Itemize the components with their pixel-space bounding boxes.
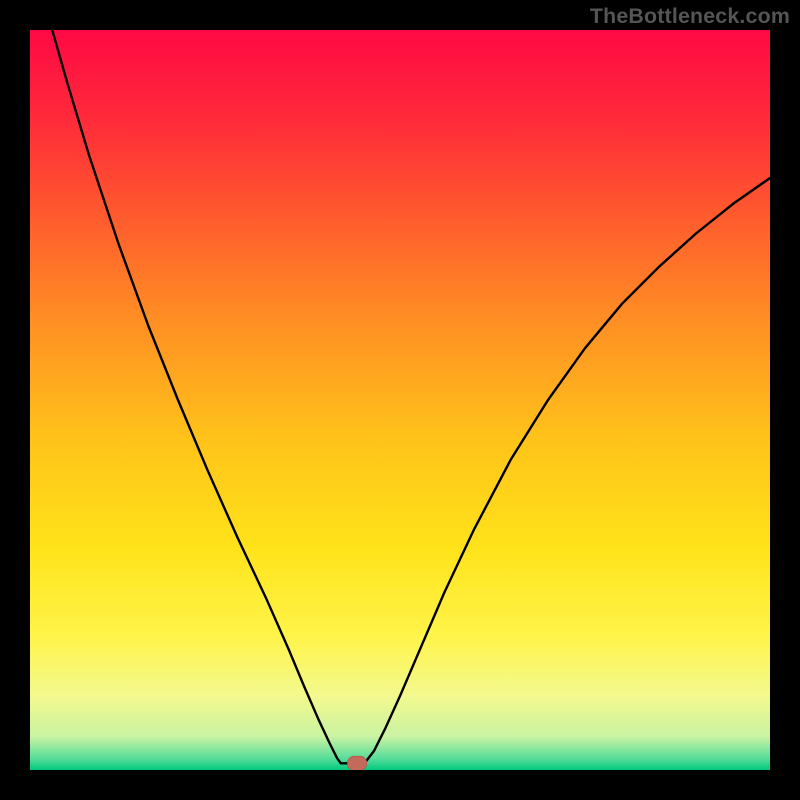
minimum-marker	[347, 756, 366, 770]
gradient-background	[30, 30, 770, 770]
chart-frame: TheBottleneck.com	[0, 0, 800, 800]
plot-area	[30, 30, 770, 770]
bottleneck-chart-svg	[30, 30, 770, 770]
watermark-text: TheBottleneck.com	[590, 4, 790, 29]
